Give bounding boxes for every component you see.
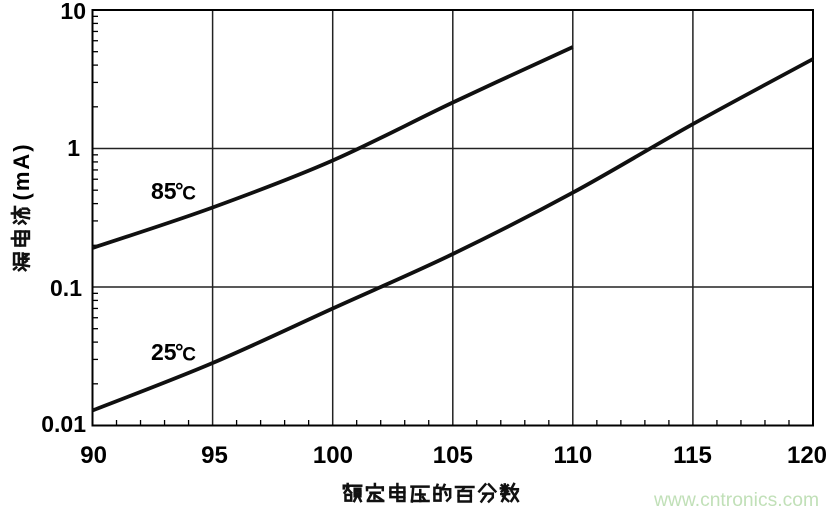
svg-text:100: 100 xyxy=(313,442,353,469)
svg-text:www.cntronics.com: www.cntronics.com xyxy=(653,490,819,511)
svg-text:10: 10 xyxy=(60,0,86,24)
svg-text:120: 120 xyxy=(787,442,827,469)
svg-text:C: C xyxy=(182,344,196,365)
svg-text:85: 85 xyxy=(151,178,177,204)
svg-text:C: C xyxy=(182,183,196,204)
svg-text:1: 1 xyxy=(67,135,80,161)
svg-text:110: 110 xyxy=(554,442,593,469)
svg-text:95: 95 xyxy=(201,442,228,469)
svg-text:0.1: 0.1 xyxy=(50,275,82,301)
svg-text:25: 25 xyxy=(151,339,177,365)
svg-text:0.01: 0.01 xyxy=(41,411,86,437)
svg-text:90: 90 xyxy=(80,442,107,469)
svg-text:(mA): (mA) xyxy=(9,142,34,200)
svg-text:115: 115 xyxy=(673,442,712,469)
svg-text:105: 105 xyxy=(433,442,473,469)
